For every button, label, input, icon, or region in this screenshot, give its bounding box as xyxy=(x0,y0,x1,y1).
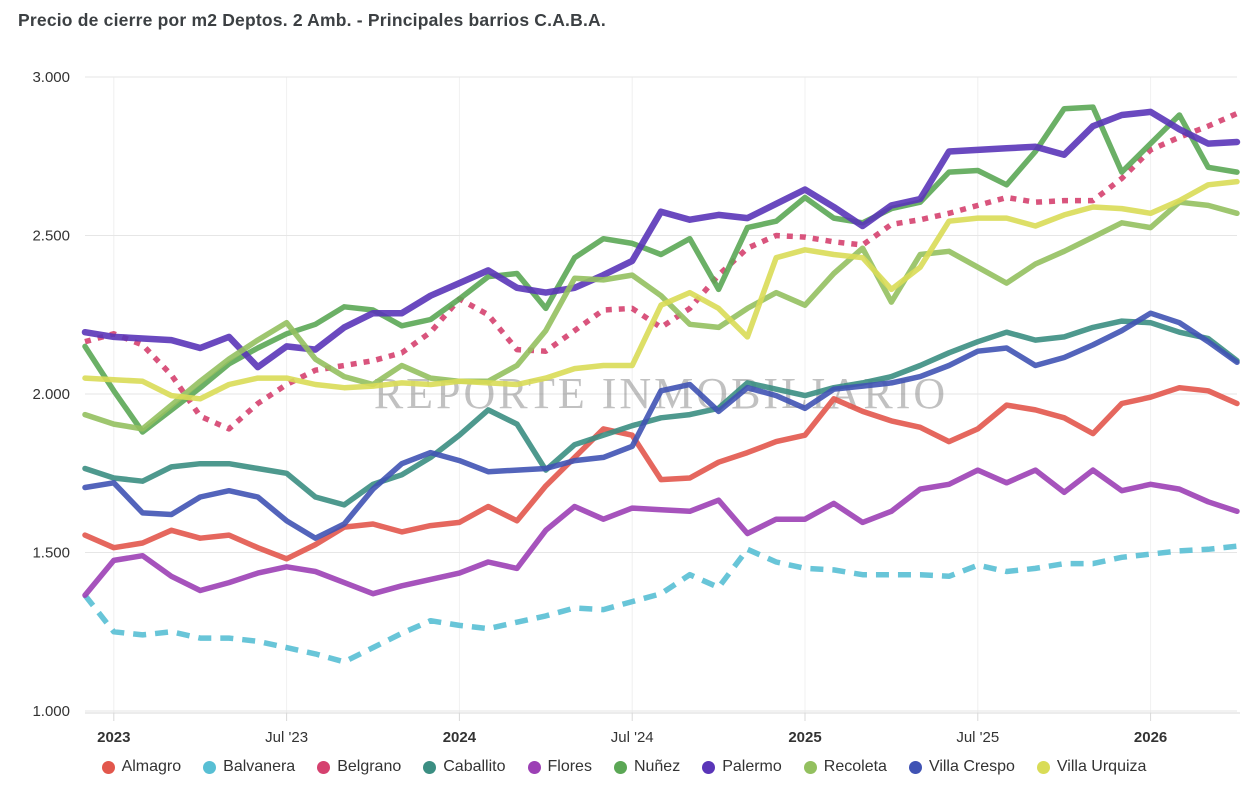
series-line-caballito xyxy=(82,318,1240,508)
chart-title: Precio de cierre por m2 Deptos. 2 Amb. -… xyxy=(18,10,606,30)
legend-item-nuñez[interactable]: Nuñez xyxy=(603,758,691,776)
x-axis-label: 2023 xyxy=(97,729,130,746)
legend-marker-icon xyxy=(613,760,627,774)
legend-label: Almagro xyxy=(121,758,182,775)
x-axis-label: Jul '24 xyxy=(611,729,654,746)
y-axis-label: 1.500 xyxy=(32,545,70,562)
legend-item-flores[interactable]: Flores xyxy=(517,758,603,776)
x-axis-label: 2025 xyxy=(788,729,821,746)
legend-item-villa-urquiza[interactable]: Villa Urquiza xyxy=(1026,758,1158,776)
y-axis-label: 1.000 xyxy=(32,703,70,720)
series-line-nuñez xyxy=(82,104,1240,435)
legend-item-recoleta[interactable]: Recoleta xyxy=(793,758,898,776)
legend-label: Flores xyxy=(547,758,592,775)
x-axis-label: Jul '25 xyxy=(956,729,999,746)
legend-label: Belgrano xyxy=(337,758,402,775)
legend-marker-icon xyxy=(908,760,922,774)
chart-svg: 3.000 2.500 2.000 1.500 1.000 2023 Jul '23 2024… xyxy=(32,69,1241,746)
series-line-villa-urquiza xyxy=(82,178,1240,402)
chart-legend: Almagro Balvanera Belgrano Caballito Flores N… xyxy=(0,758,1248,776)
legend-label: Villa Urquiza xyxy=(1056,758,1147,775)
legend-item-belgrano[interactable]: Belgrano xyxy=(306,758,412,776)
legend-item-almagro[interactable]: Almagro xyxy=(91,758,193,776)
legend-marker-icon xyxy=(1036,760,1050,774)
y-axis-label: 3.000 xyxy=(32,69,70,86)
legend-label: Villa Crespo xyxy=(928,758,1015,775)
x-axis-label: Jul '23 xyxy=(265,729,308,746)
legend-item-villa-crespo[interactable]: Villa Crespo xyxy=(898,758,1026,776)
series-line-palermo xyxy=(81,108,1241,371)
legend-label: Nuñez xyxy=(633,758,681,775)
legend-label: Palermo xyxy=(722,758,782,775)
legend-marker-icon xyxy=(423,760,437,774)
series-line-villa-crespo xyxy=(82,310,1240,541)
legend-marker-icon xyxy=(101,760,115,774)
legend-item-balvanera[interactable]: Balvanera xyxy=(192,758,306,776)
series-line-flores xyxy=(82,467,1240,599)
x-axis-label: 2024 xyxy=(443,729,477,746)
legend-marker-icon xyxy=(803,760,817,774)
legend-item-palermo[interactable]: Palermo xyxy=(691,758,793,776)
series-line-balvanera xyxy=(82,543,1238,665)
y-axis-label: 2.500 xyxy=(32,228,70,245)
legend-label: Balvanera xyxy=(223,758,296,775)
legend-marker-icon xyxy=(203,760,217,774)
series-line-recoleta xyxy=(82,199,1240,432)
legend-marker-icon xyxy=(317,760,331,774)
legend-label: Caballito xyxy=(443,758,506,775)
y-axis-label: 2.000 xyxy=(32,386,70,403)
legend-label: Recoleta xyxy=(823,758,887,775)
x-axis-label: 2026 xyxy=(1134,729,1167,746)
legend-marker-icon xyxy=(702,760,716,774)
series-line-almagro xyxy=(82,384,1240,562)
legend-item-caballito[interactable]: Caballito xyxy=(412,758,516,776)
legend-marker-icon xyxy=(527,760,541,774)
